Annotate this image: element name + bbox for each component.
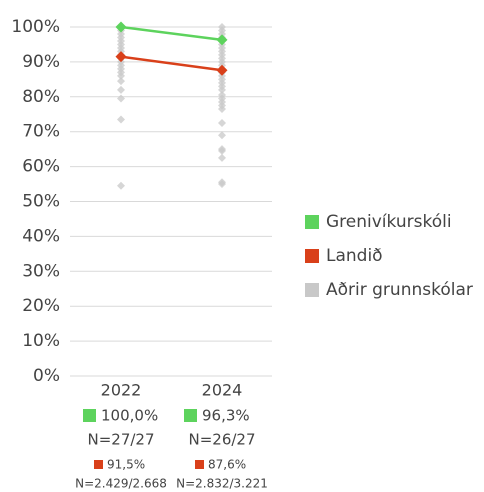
- y-tick-label: 0%: [33, 366, 60, 386]
- x-tick-label: 2024: [202, 381, 243, 400]
- other-school-point: [218, 118, 226, 127]
- other-school-point: [218, 145, 226, 154]
- other-school-point: [218, 178, 226, 187]
- label-swatch: [83, 409, 96, 422]
- other-school-point: [218, 153, 226, 162]
- series-point: [115, 51, 127, 63]
- series-line: [120, 25, 223, 42]
- other-school-point: [117, 115, 125, 124]
- legend-swatch: [305, 215, 319, 229]
- y-tick-label: 100%: [11, 17, 60, 37]
- y-tick-label: 40%: [22, 226, 60, 246]
- y-tick-label: 30%: [22, 261, 60, 281]
- y-tick-label: 50%: [22, 192, 60, 212]
- y-tick-label: 70%: [22, 122, 60, 142]
- legend-label: Aðrir grunnskólar: [326, 280, 473, 300]
- value-label: 87,6%: [208, 458, 246, 472]
- value-label: 91,5%: [107, 458, 145, 472]
- n-label: N=2.429/2.668: [75, 477, 167, 491]
- other-school-point: [218, 131, 226, 140]
- n-label: N=26/27: [188, 431, 255, 449]
- y-tick-label: 80%: [22, 87, 60, 107]
- label-swatch: [195, 460, 204, 469]
- other-school-point: [218, 91, 226, 100]
- legend-label: Grenivíkurskóli: [326, 212, 452, 232]
- other-school-point: [218, 23, 226, 31]
- series-line: [120, 55, 223, 72]
- other-school-point: [117, 181, 125, 190]
- legend-label: Landið: [326, 246, 383, 266]
- n-label: N=2.832/3.221: [176, 477, 268, 491]
- y-tick-label: 20%: [22, 296, 60, 316]
- y-tick-label: 10%: [22, 331, 60, 351]
- y-tick-label: 90%: [22, 52, 60, 72]
- other-school-point: [117, 85, 125, 94]
- value-label: 96,3%: [202, 407, 250, 425]
- legend-swatch: [305, 283, 319, 297]
- series-point: [115, 21, 127, 33]
- series-point: [216, 34, 228, 46]
- other-school-point: [117, 94, 125, 103]
- y-tick-label: 60%: [22, 157, 60, 177]
- label-swatch: [184, 409, 197, 422]
- other-school-point: [117, 77, 125, 86]
- n-label: N=27/27: [87, 431, 154, 449]
- legend-swatch: [305, 249, 319, 263]
- value-label: 100,0%: [101, 407, 158, 425]
- label-swatch: [94, 460, 103, 469]
- series-point: [216, 64, 228, 76]
- x-tick-label: 2022: [101, 381, 142, 400]
